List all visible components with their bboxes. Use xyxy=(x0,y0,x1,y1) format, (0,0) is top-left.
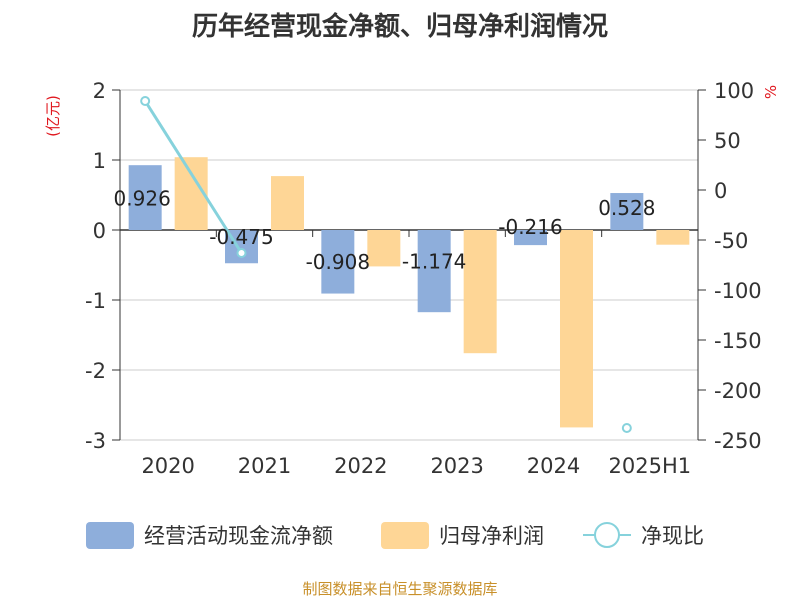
cashflow-data-label: 0.926 xyxy=(114,187,171,211)
y-right-tick-label: -200 xyxy=(714,379,762,403)
y-left-tick-label: -1 xyxy=(85,289,106,313)
net-profit-bar xyxy=(560,230,593,428)
bars xyxy=(128,157,690,428)
y-right-tick-label: 0 xyxy=(714,179,727,203)
y-left-tick-label: 2 xyxy=(93,79,106,103)
legend-item-net-profit[interactable]: 归母净利润 xyxy=(381,522,544,549)
legend-swatch-marker xyxy=(594,522,620,548)
cashflow-data-label: -1.174 xyxy=(402,250,466,274)
chart-title: 历年经营现金净额、归母净利润情况 xyxy=(191,12,608,42)
cashflow-bar xyxy=(128,165,162,230)
cashflow-data-label: -0.216 xyxy=(498,215,562,239)
ratio-point xyxy=(140,96,151,106)
cashflow-data-label: 0.528 xyxy=(598,196,655,220)
ratio-line xyxy=(140,96,632,433)
legend-item-cashflow[interactable]: 经营活动现金流净额 xyxy=(86,522,333,549)
net-profit-bar xyxy=(463,230,497,354)
source-note: 制图数据来自恒生聚源数据库 xyxy=(302,580,498,598)
legend-label: 经营活动现金流净额 xyxy=(144,524,333,548)
legend[interactable]: 经营活动现金流净额 归母净利润 净现比 xyxy=(86,522,704,549)
x-tick-label: 2020 xyxy=(141,454,194,478)
legend-label: 净现比 xyxy=(641,524,704,548)
cashflow-bar xyxy=(610,193,644,230)
y-right-tick-label: -250 xyxy=(714,429,762,453)
y-right-tick-label: 50 xyxy=(714,129,741,153)
y-right-axis-label: % xyxy=(762,85,780,99)
data-labels: 0.926 -0.475 -0.908 -1.174 -0.216 0.528 xyxy=(114,187,656,274)
legend-label: 归母净利润 xyxy=(439,524,544,548)
x-tick-label: 2021 xyxy=(238,454,291,478)
y-left-tick-label: 1 xyxy=(93,149,106,173)
y-right-tick-label: -100 xyxy=(714,279,762,303)
y-right-tick-label: -50 xyxy=(714,229,748,253)
ratio-line-segment xyxy=(143,100,243,254)
cashflow-bar xyxy=(417,230,451,313)
x-tick-label: 2022 xyxy=(334,454,387,478)
x-tick-label: 2024 xyxy=(527,454,580,478)
legend-item-ratio[interactable]: 净现比 xyxy=(583,522,704,548)
net-profit-bar xyxy=(271,176,304,230)
ratio-point xyxy=(621,423,632,433)
y-left-tick-label: 0 xyxy=(93,219,106,243)
legend-swatch xyxy=(381,522,429,549)
ratio-point xyxy=(236,248,247,258)
axes: 2 1 0 -1 -2 -3 100 50 0 -50 -100 -150 -200 -250 2020 20… xyxy=(44,79,780,478)
y-left-tick-label: -3 xyxy=(85,429,106,453)
net-profit-bar xyxy=(367,230,401,267)
x-tick-label: 2023 xyxy=(430,454,483,478)
cashflow-bar xyxy=(514,230,547,246)
cashflow-data-label: -0.475 xyxy=(209,225,273,249)
x-tick-label: 2025H1 xyxy=(609,454,692,478)
y-left-axis-label: (亿元) xyxy=(44,95,62,137)
cashflow-bar xyxy=(321,230,355,294)
legend-swatch xyxy=(86,522,134,549)
cashflow-data-label: -0.908 xyxy=(306,250,370,274)
y-left-tick-label: -2 xyxy=(85,359,106,383)
net-profit-bar xyxy=(656,230,690,245)
y-right-tick-label: -150 xyxy=(714,329,762,353)
y-right-tick-label: 100 xyxy=(714,79,754,103)
